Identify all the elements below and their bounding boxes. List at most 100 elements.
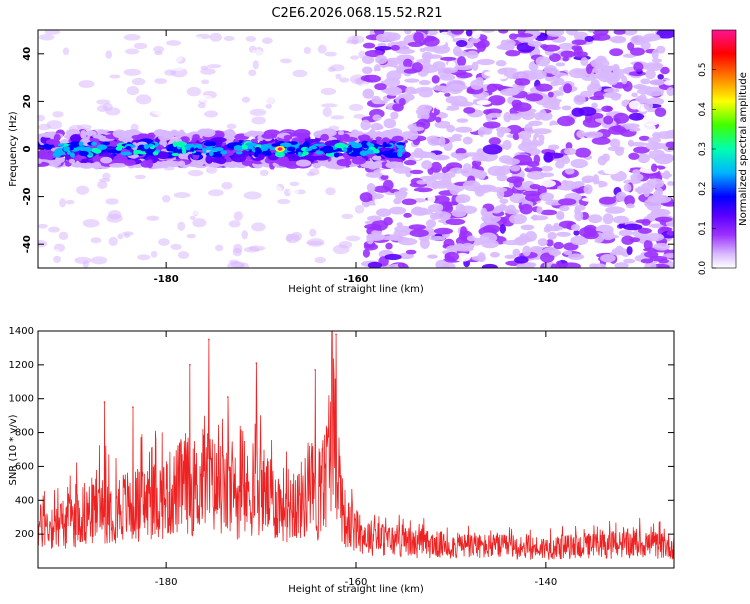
- heatmap-cell: [297, 218, 306, 228]
- heatmap-cell: [527, 40, 542, 47]
- heatmap-cell: [435, 259, 448, 268]
- heatmap-cell: [390, 152, 399, 157]
- heatmap-cell: [66, 151, 72, 155]
- heatmap-cell: [376, 208, 392, 217]
- heatmap-cell: [540, 165, 553, 172]
- heatmap-cell: [351, 142, 362, 149]
- heatmap-cell: [360, 119, 371, 131]
- heatmap-cell: [96, 144, 108, 150]
- heatmap-cell: [519, 203, 533, 215]
- heatmap-cell: [303, 46, 312, 55]
- heatmap-cell: [525, 93, 543, 102]
- heatmap-cell: [197, 102, 206, 109]
- heatmap-cell: [300, 180, 313, 187]
- heatmap-cell: [38, 223, 48, 229]
- chart-title: C2E6.2026.068.15.52.R21: [271, 6, 442, 21]
- heatmap-cell: [114, 149, 121, 154]
- heatmap-cell: [623, 258, 636, 264]
- heatmap-cell: [204, 110, 219, 118]
- heatmap-cell: [216, 100, 235, 106]
- heatmap-cell: [559, 205, 570, 212]
- heatmap-cell: [613, 30, 626, 35]
- heatmap-cell: [396, 142, 406, 146]
- heatmap-cell: [460, 226, 468, 237]
- heatmap-cell: [382, 179, 394, 191]
- heatmap-cell: [171, 152, 180, 157]
- heatmap-cell: [325, 187, 336, 196]
- heatmap-cell: [276, 249, 290, 257]
- heatmap-cell: [239, 150, 250, 158]
- heatmap-cell: [584, 35, 594, 43]
- heatmap-cell: [385, 242, 393, 250]
- heatmap-cell: [186, 144, 196, 149]
- heatmap-cell: [365, 171, 383, 178]
- heatmap-cell: [205, 154, 213, 164]
- heatmap-cell: [239, 49, 246, 56]
- heatmap-cell: [544, 96, 561, 106]
- heatmap-cell: [666, 230, 674, 236]
- heatmap-cell: [307, 238, 325, 247]
- heatmap-cell: [472, 249, 480, 256]
- heatmap-cell: [140, 160, 152, 168]
- heatmap-cell: [308, 99, 322, 104]
- heatmap-cell: [451, 141, 466, 146]
- heatmap-cell: [69, 152, 75, 158]
- heatmap-cell: [108, 210, 122, 220]
- heatmap-cell: [563, 83, 573, 94]
- heatmap-cell: [355, 131, 364, 136]
- heatmap-cell: [580, 72, 597, 82]
- heatmap-cell: [305, 147, 312, 152]
- heatmap-cell: [158, 238, 170, 246]
- heatmap-cell: [513, 178, 523, 188]
- heatmap-cell: [643, 239, 653, 251]
- heatmap-cell: [288, 188, 300, 195]
- heatmap-cell: [97, 180, 108, 190]
- heatmap-cell: [477, 252, 486, 263]
- heatmap-cell: [145, 148, 155, 155]
- heatmap-cell: [443, 172, 456, 179]
- heatmap-cell: [166, 40, 182, 46]
- heatmap-cell: [528, 69, 547, 80]
- heatmap-cell: [126, 85, 140, 96]
- heatmap-cell: [362, 88, 375, 99]
- heatmap-cell: [359, 192, 373, 203]
- heatmap-cell: [476, 100, 492, 106]
- heatmap-cell: [211, 156, 221, 163]
- heatmap-cell: [274, 151, 285, 158]
- heatmap-cell: [208, 189, 224, 197]
- heatmap-cell: [374, 83, 387, 91]
- heatmap-cell: [540, 44, 549, 49]
- heatmap-cell: [549, 53, 561, 62]
- heatmap-cell: [403, 212, 412, 218]
- heatmap-cell: [543, 151, 554, 163]
- heatmap-cell: [149, 176, 160, 181]
- heatmap-cell: [348, 103, 364, 112]
- heatmap-cell: [292, 69, 308, 78]
- heatmap-cell: [341, 213, 354, 220]
- heatmap-cell: [610, 35, 627, 44]
- heatmap-cell: [654, 62, 661, 67]
- heatmap-cell: [249, 108, 267, 116]
- heatmap-cell: [466, 50, 479, 59]
- heatmap-cell: [52, 111, 64, 118]
- heatmap-cell: [538, 134, 545, 143]
- heatmap-x-tick-label: -160: [343, 274, 368, 285]
- colorbar-tick-label: 0.1: [698, 221, 708, 235]
- heatmap-cell: [553, 77, 565, 86]
- heatmap-cell: [374, 45, 393, 51]
- heatmap-cell: [223, 35, 235, 42]
- heatmap-cell: [496, 126, 510, 133]
- heatmap-cell: [418, 88, 434, 98]
- heatmap-cell: [490, 75, 508, 80]
- heatmap-cell: [440, 56, 457, 61]
- heatmap-cell: [560, 262, 581, 268]
- heatmap-cell: [375, 136, 382, 141]
- heatmap-cell: [562, 56, 569, 62]
- heatmap-cell: [512, 248, 521, 257]
- heatmap-cell: [313, 154, 330, 161]
- heatmap-cell: [498, 30, 509, 34]
- snr-x-ticks: -180 -160 -140: [155, 331, 557, 588]
- heatmap-cell: [531, 214, 539, 221]
- heatmap-cell: [334, 185, 352, 193]
- heatmap-cell: [435, 180, 452, 186]
